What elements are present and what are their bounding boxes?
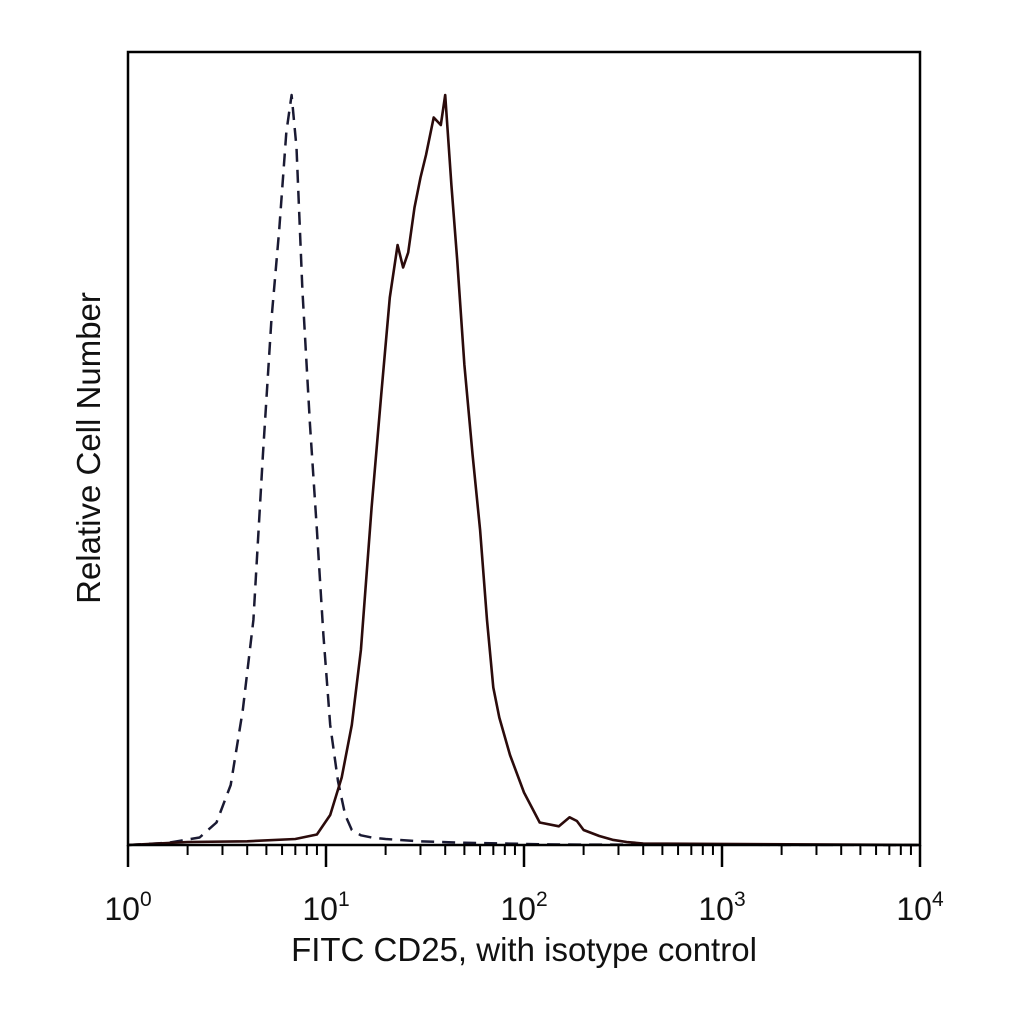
x-tick-label-exponent: 3 [734,888,746,911]
x-tick-label-exponent: 4 [932,888,944,911]
x-tick-label-base: 10 [302,891,338,927]
x-tick-label-base: 10 [500,891,536,927]
y-axis-label: Relative Cell Number [70,292,107,604]
x-tick-label-base: 10 [698,891,734,927]
cd25-histogram [127,93,921,847]
x-tick-label-exponent: 0 [140,888,152,911]
x-tick-label: 104 [896,888,944,927]
x-tick-label-exponent: 2 [536,888,548,911]
x-tick-label-exponent: 1 [338,888,350,911]
isotype-control-histogram [127,93,921,847]
x-axis-ticks: 100 101 102 103 104 [104,845,944,927]
x-tick-label-base: 10 [896,891,932,927]
x-axis-label: FITC CD25, with isotype control [291,931,757,968]
x-tick-label-base: 10 [104,891,140,927]
x-tick-label: 101 [302,888,349,927]
series-layer [127,93,921,847]
x-tick-label: 103 [698,888,745,927]
x-tick-label: 102 [500,888,547,927]
x-tick-label: 100 [104,888,151,927]
